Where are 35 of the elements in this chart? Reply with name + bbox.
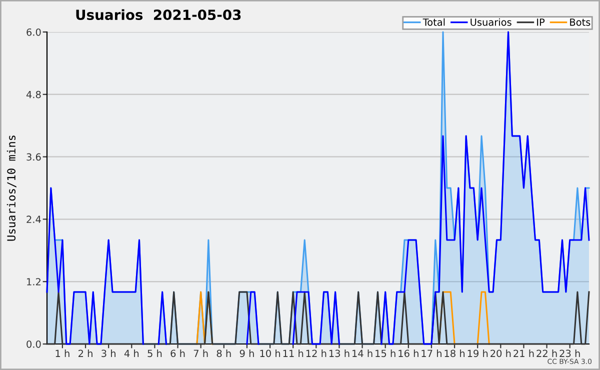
x-tick-label: 1 h — [56, 350, 70, 357]
x-tick-label: 18 h — [444, 350, 465, 358]
x-tick-label: 15 h — [376, 350, 396, 358]
y-axis-title: Usuarios/10 mins — [6, 136, 16, 241]
x-tick-label: 5 h — [148, 350, 162, 358]
x-tick-label: 17 h — [422, 350, 442, 357]
x-tick-label: 7 h — [194, 350, 208, 357]
x-tick-label: 22 h — [536, 350, 557, 357]
x-tick-label: 19 h — [468, 350, 488, 358]
x-tick-label: 10 h — [260, 350, 280, 358]
y-tick-label: 2.4 — [26, 216, 41, 223]
x-tick-label: 12 h — [306, 350, 326, 357]
legend-label: Bots — [570, 18, 590, 26]
chart-title: Usuarios 2021-05-03 — [76, 9, 241, 20]
x-tick-label: 4 h — [124, 350, 139, 357]
legend-label: Total — [422, 18, 445, 26]
x-tick-label: 20 h — [490, 350, 511, 358]
x-tick-label: 14 h — [352, 350, 372, 357]
x-tick-label: 13 h — [329, 350, 350, 358]
x-tick-label: 2 h — [78, 350, 92, 357]
y-tick-label: 6.0 — [26, 28, 41, 36]
x-tick-label: 11 h — [283, 350, 304, 357]
y-tick-label: 1.2 — [27, 278, 40, 286]
y-tick-label: 4.8 — [26, 90, 41, 98]
x-tick-label: 23 h — [560, 350, 580, 358]
legend-label: Usuarios — [470, 18, 512, 26]
y-tick-label: 0.0 — [26, 340, 41, 348]
x-tick-label: 21 h — [514, 350, 534, 357]
y-tick-label: 3.6 — [26, 153, 41, 161]
x-tick-label: 8 h — [216, 350, 231, 358]
x-tick-label: 9 h — [240, 350, 254, 358]
legend-label: IP — [537, 18, 545, 26]
x-tick-label: 16 h — [398, 350, 418, 358]
x-tick-label: 3 h — [102, 350, 116, 358]
x-tick-label: 6 h — [170, 350, 185, 358]
